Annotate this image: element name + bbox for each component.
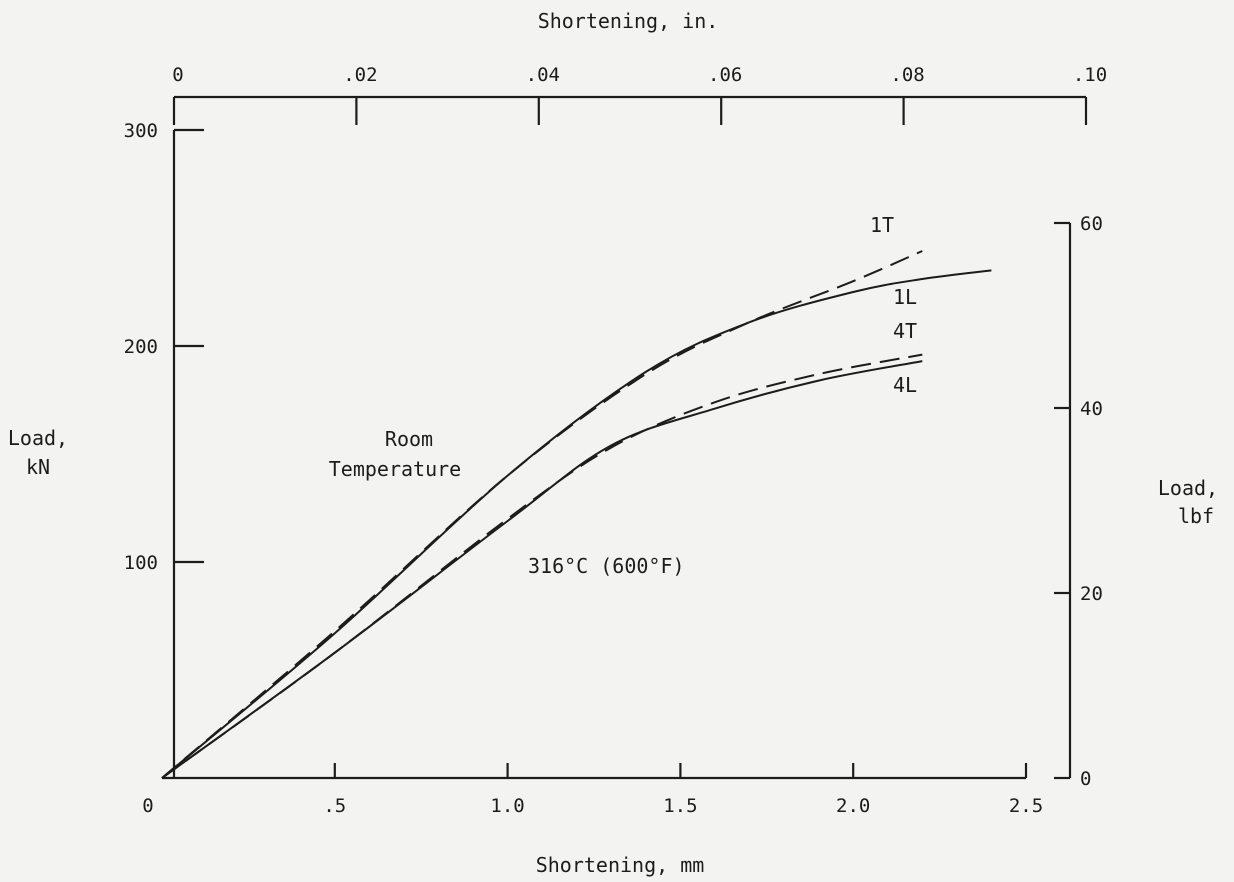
right-y-tick-label: 60	[1080, 213, 1103, 235]
left-y-tick-label: 100	[124, 552, 158, 574]
series-label-4l: 4L	[893, 373, 917, 397]
top-x-axis-title: Shortening, in.	[538, 9, 719, 33]
series-layer	[161, 250, 992, 779]
series-labels: 1T 1L 4T 4L	[870, 213, 917, 397]
bottom-x-ticks: 0 .5 1.0 1.5 2.0 2.5	[142, 763, 1043, 817]
left-y-axis-title-line1: Load,	[8, 426, 68, 450]
top-x-tick-label: .04	[526, 64, 560, 86]
right-y-axis-title-line1: Load,	[1158, 476, 1218, 500]
series-label-4t: 4T	[893, 319, 917, 343]
right-y-tick-label: 40	[1080, 398, 1103, 420]
right-y-tick-label: 20	[1080, 583, 1103, 605]
left-y-tick-label: 300	[124, 120, 158, 142]
series-line-1t	[161, 250, 923, 779]
series-line-1l	[161, 269, 992, 779]
bottom-x-tick-label: 0	[142, 795, 153, 817]
left-y-tick-label: 200	[124, 336, 158, 358]
room-temperature-label-line1: Room	[385, 427, 433, 451]
bottom-x-tick-label: 2.5	[1009, 795, 1043, 817]
right-y-axis-title-line2: lbf	[1178, 504, 1214, 528]
elevated-temperature-label: 316°C (600°F)	[528, 554, 685, 578]
bottom-x-tick-label: 1.0	[490, 795, 524, 817]
bottom-x-tick-label: .5	[323, 795, 346, 817]
top-x-tick-label: .06	[708, 64, 742, 86]
left-y-ticks: 100 200 300	[124, 120, 204, 574]
top-x-tick-label: .08	[890, 64, 924, 86]
bottom-x-tick-label: 2.0	[836, 795, 870, 817]
bottom-x-tick-label: 1.5	[663, 795, 697, 817]
series-line-4l	[161, 360, 923, 779]
right-y-tick-label: 0	[1080, 768, 1091, 790]
right-y-ticks: 0 20 40 60	[1054, 213, 1103, 790]
bottom-x-axis-title: Shortening, mm	[536, 853, 705, 877]
left-y-axis-title-line2: kN	[26, 455, 50, 479]
series-label-1t: 1T	[870, 213, 894, 237]
room-temperature-label-line2: Temperature	[329, 457, 461, 481]
series-label-1l: 1L	[893, 285, 917, 309]
top-x-tick-label: 0	[172, 64, 183, 86]
top-x-tick-label: .10	[1073, 64, 1107, 86]
top-x-tick-label: .02	[343, 64, 377, 86]
top-x-ticks: 0 .02 .04 .06 .08 .10	[172, 64, 1107, 125]
